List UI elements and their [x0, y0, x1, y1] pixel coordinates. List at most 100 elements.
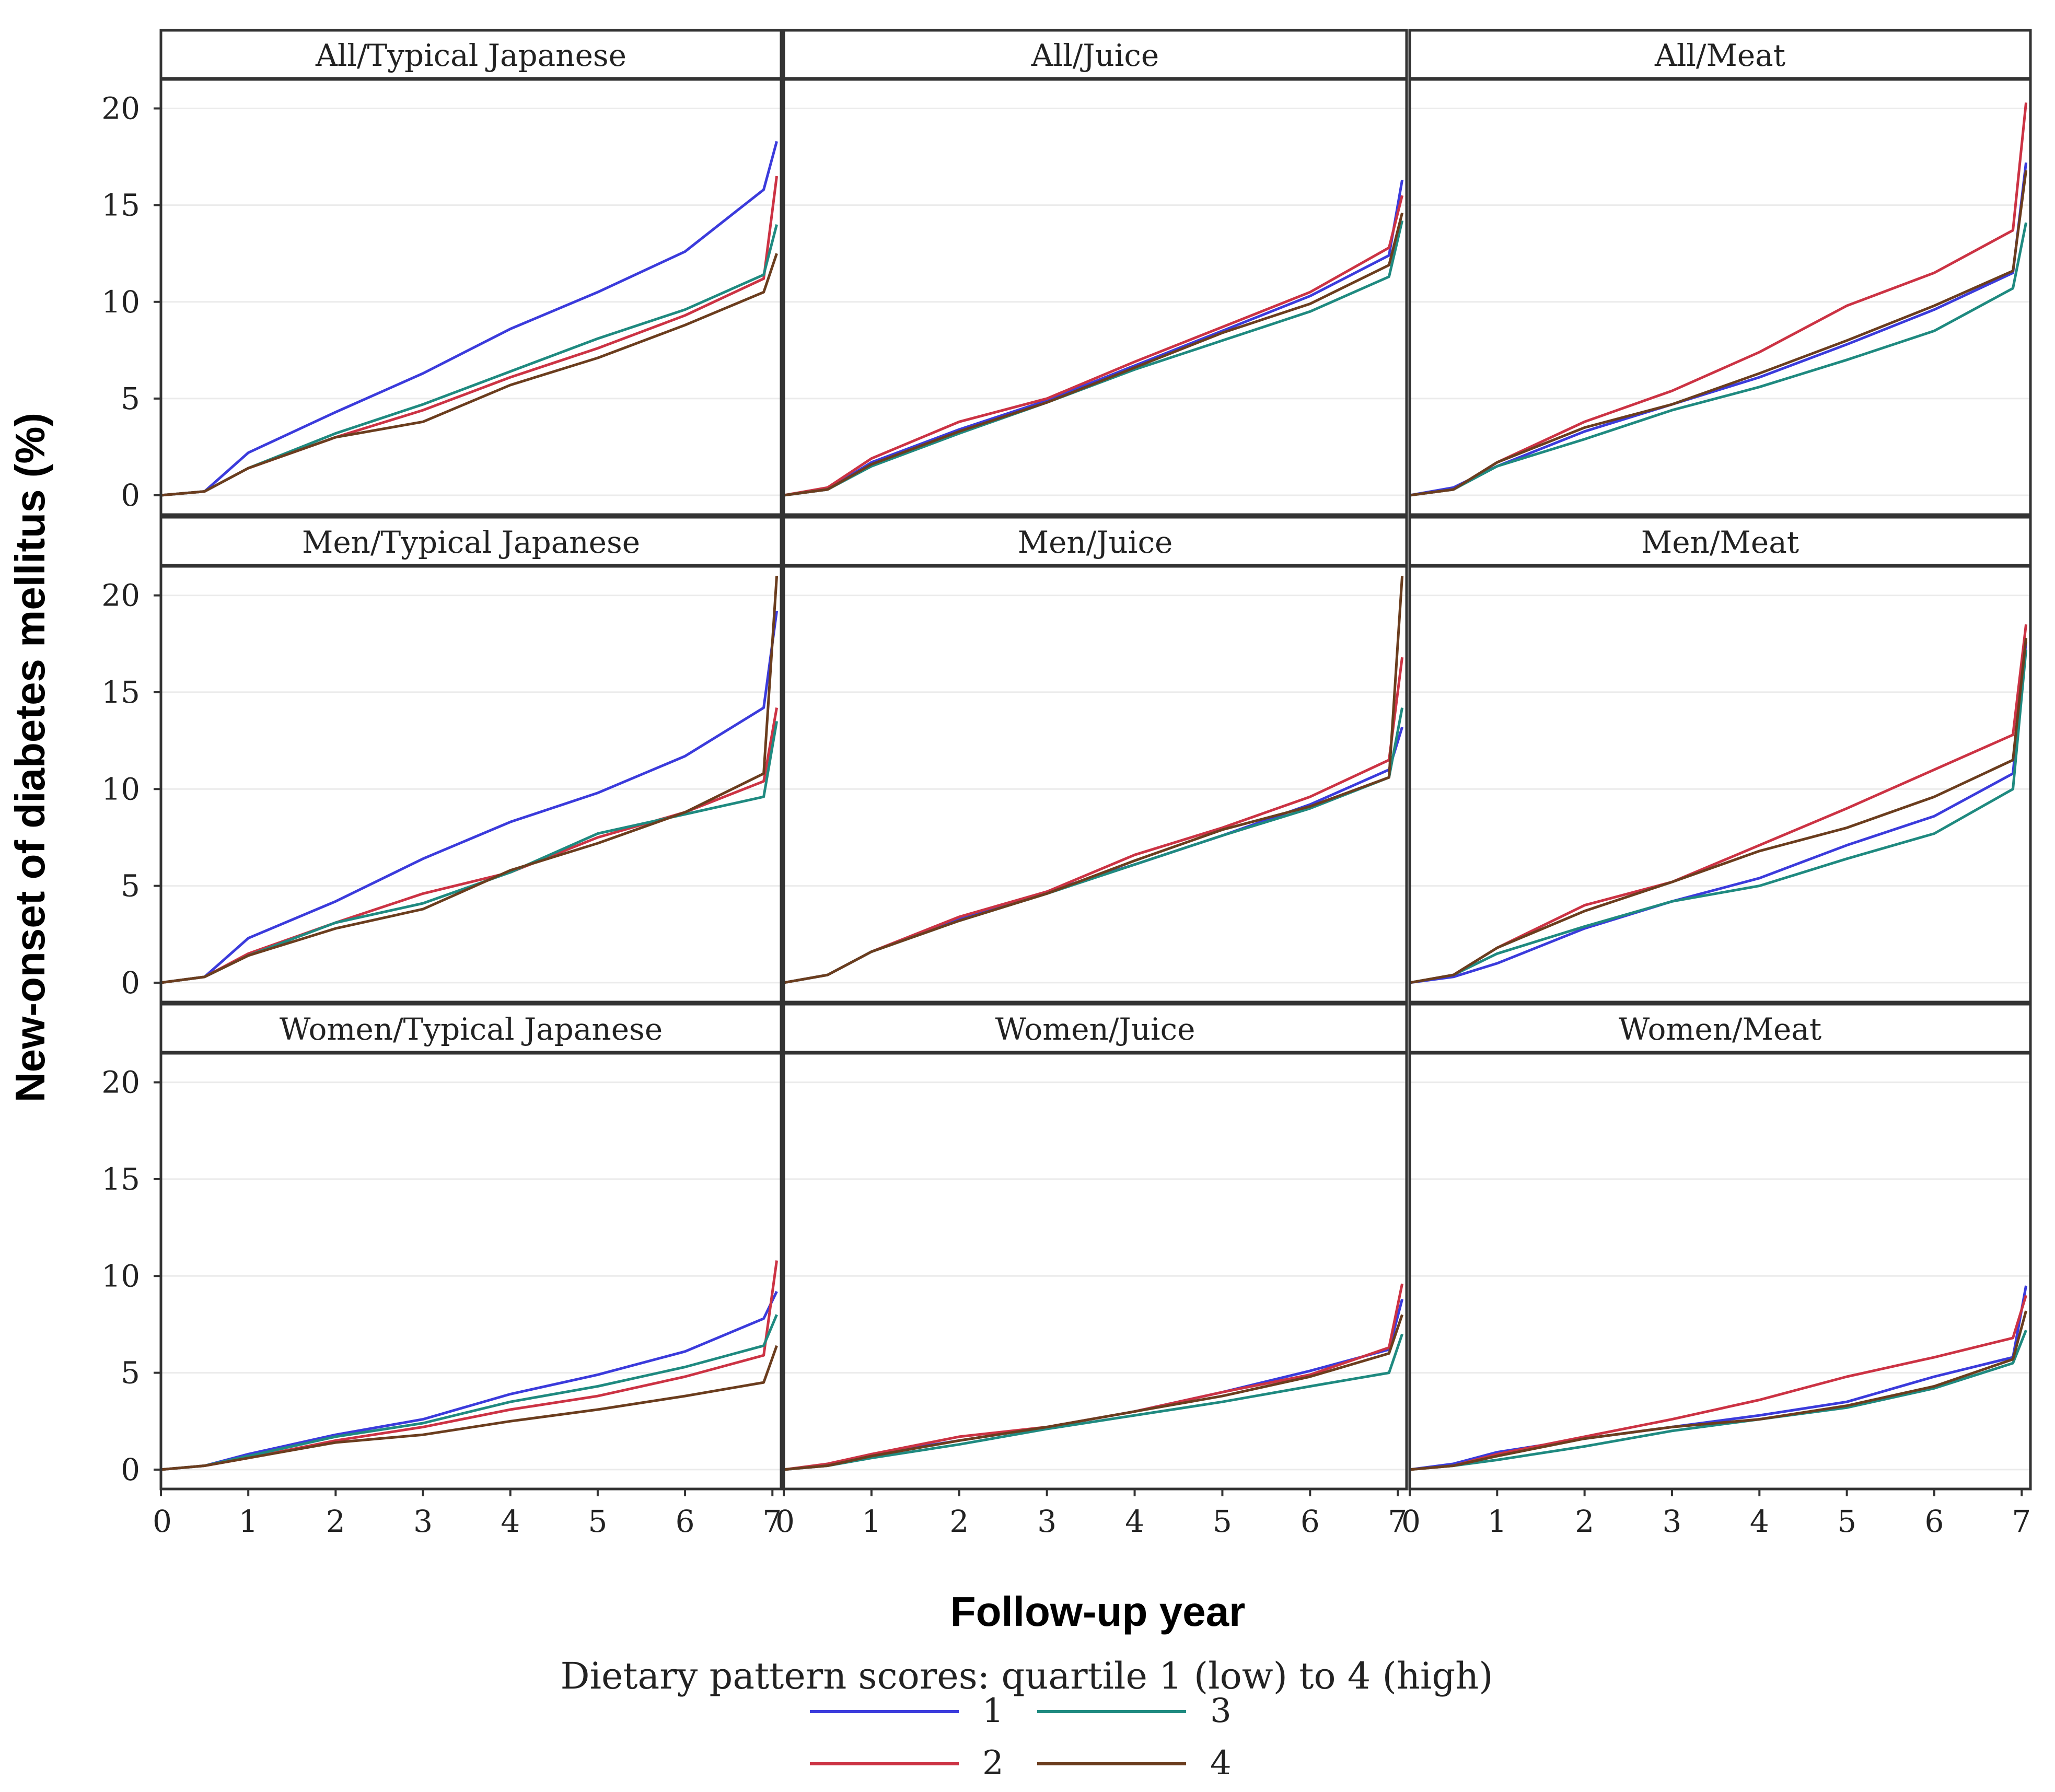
x-tick-label: 4: [1125, 1504, 1144, 1539]
x-tick-label: 2: [949, 1504, 969, 1539]
y-tick-label: 5: [121, 381, 140, 416]
facet-panel: Women/Meat 0 1 2 3 4 5 6 7: [1401, 1003, 2032, 1539]
x-tick-label: 6: [1924, 1504, 1944, 1539]
facet-border: [159, 1052, 783, 1491]
facet-border: [1408, 565, 2032, 1004]
series-line-q4: [160, 1345, 778, 1471]
series-line-q1: [1409, 642, 2028, 984]
facet-border: [782, 78, 1408, 516]
legend: 1 2 3 4: [810, 1692, 1232, 1783]
x-tick-label: 5: [1837, 1504, 1856, 1539]
facet-panel: Women/Juice 0 1 2 3 4 5 6 7: [775, 1003, 1408, 1539]
y-tick-label: 15: [101, 1161, 140, 1197]
legend-label: 1: [982, 1692, 1004, 1730]
y-tick-label: 10: [101, 1258, 140, 1294]
x-tick-label: 7: [1388, 1504, 1407, 1539]
facet-panel: All/Meat: [1408, 29, 2032, 516]
y-tick-label: 10: [101, 284, 140, 320]
y-tick-label: 20: [101, 91, 140, 126]
facet-strip-label: Men/Typical Japanese: [302, 525, 640, 560]
y-tick-label: 20: [101, 578, 140, 613]
facet-plot-area: [161, 566, 781, 1002]
series-line-q4: [1409, 1310, 2028, 1471]
x-tick-label: 0: [1401, 1504, 1421, 1539]
x-tick-label: 7: [2012, 1504, 2031, 1539]
facet-panel: Men/Juice: [782, 516, 1408, 1004]
facet-strip: [159, 29, 783, 80]
facet-plot-area: [161, 79, 781, 515]
series-line-q3: [1409, 1330, 2027, 1471]
x-tick-label: 1: [1488, 1504, 1507, 1539]
facet-plot-area: [1410, 79, 2030, 515]
series-line-q2: [783, 195, 1404, 497]
facet-strip-label: All/Meat: [1654, 38, 1785, 73]
facet-strip-label: Men/Meat: [1641, 525, 1799, 560]
series-line-q3: [1409, 649, 2028, 984]
x-tick-label: 0: [153, 1504, 172, 1539]
legend-label: 2: [982, 1744, 1004, 1783]
facet-strip: [1408, 29, 2032, 80]
y-tick-label: 15: [101, 674, 140, 710]
legend-label: 4: [1210, 1744, 1232, 1783]
facet-border: [159, 565, 783, 1004]
facet-strip-label: Women/Meat: [1619, 1011, 1821, 1047]
x-axis-title: Follow-up year: [950, 1588, 1246, 1635]
x-tick-label: 1: [239, 1504, 258, 1539]
x-tick-label: 2: [326, 1504, 345, 1539]
facet-strip-label: Women/Juice: [995, 1011, 1195, 1047]
facet-strip: [782, 516, 1408, 567]
facet-plot-area: [1410, 1053, 2030, 1489]
y-tick-label: 0: [121, 1452, 140, 1487]
x-tick-label: 3: [1037, 1504, 1056, 1539]
facet-panel: All/Juice: [782, 29, 1408, 516]
series-line-q4: [783, 212, 1404, 497]
facet-strip: [782, 1003, 1408, 1054]
facet-border: [782, 1052, 1408, 1491]
y-tick-label: 10: [101, 771, 140, 807]
facet-plot-area: [784, 1053, 1407, 1489]
x-tick-label: 3: [413, 1504, 433, 1539]
y-tick-label: 20: [101, 1065, 140, 1100]
facet-panel: All/Typical Japanese 0 5 10 15 20: [101, 29, 783, 516]
facet-border: [159, 78, 783, 516]
facet-plot-area: [161, 1053, 781, 1489]
series-line-q3: [1409, 222, 2028, 497]
series-line-q4: [783, 576, 1404, 984]
facet-border: [1408, 1052, 2032, 1491]
y-tick-label: 5: [121, 1355, 140, 1391]
x-tick-label: 6: [676, 1504, 695, 1539]
facet-border: [1408, 78, 2032, 516]
series-line-q4: [1409, 637, 2028, 984]
series-line-q1: [160, 141, 779, 497]
facet-strip-label: All/Typical Japanese: [315, 38, 626, 73]
y-tick-label: 0: [121, 478, 140, 513]
series-line-q4: [783, 1314, 1403, 1471]
facet-plot-area: [1410, 566, 2030, 1002]
facet-panel: Women/Typical Japanese 0 5 10 15 20 0 1 2 3 4 5 6 7: [101, 1003, 783, 1539]
x-tick-label: 5: [588, 1504, 607, 1539]
series-line-q4: [160, 253, 778, 497]
series-line-q1: [1409, 1285, 2028, 1471]
legend-title: Dietary pattern scores: quartile 1 (low)…: [560, 1655, 1493, 1697]
facet-strip-label: Women/Typical Japanese: [280, 1011, 663, 1047]
facet-plot-area: [784, 566, 1407, 1002]
x-tick-label: 1: [862, 1504, 881, 1539]
facet-border: [782, 565, 1408, 1004]
facet-strip: [782, 29, 1408, 80]
x-tick-label: 7: [762, 1504, 782, 1539]
x-tick-label: 4: [501, 1504, 520, 1539]
x-tick-label: 4: [1750, 1504, 1769, 1539]
y-tick-label: 15: [101, 188, 140, 223]
y-tick-label: 5: [121, 868, 140, 904]
x-tick-label: 5: [1213, 1504, 1232, 1539]
facet-strip-label: All/Juice: [1031, 38, 1159, 73]
facet-strip-label: Men/Juice: [1018, 525, 1173, 560]
series-line-q4: [160, 576, 779, 984]
facet-panel: Men/Meat: [1408, 516, 2032, 1004]
facet-panel: Men/Typical Japanese 0 5 10 15 20: [101, 516, 783, 1004]
legend-label: 3: [1210, 1692, 1232, 1730]
y-tick-label: 0: [121, 965, 140, 1000]
y-axis-title: New-onset of diabetes mellitus (%): [7, 413, 53, 1102]
x-tick-label: 0: [775, 1504, 795, 1539]
